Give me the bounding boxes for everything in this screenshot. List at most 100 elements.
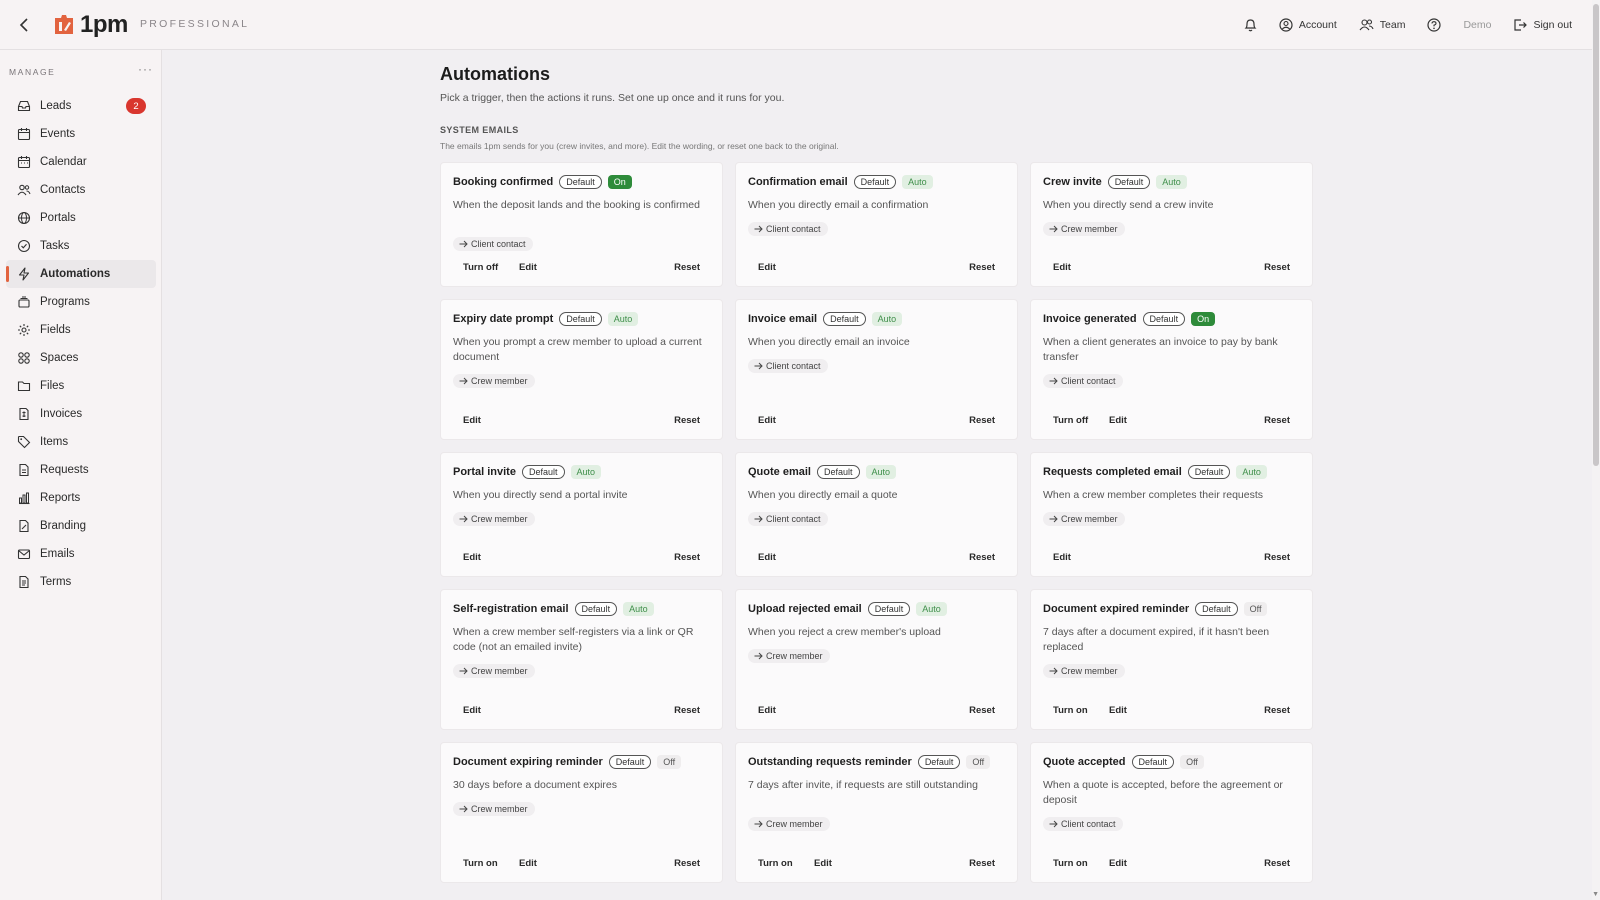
default-badge: Default — [559, 175, 602, 189]
section-subtitle: The emails 1pm sends for you (crew invit… — [440, 141, 839, 151]
sidebar-item-terms[interactable]: Terms — [6, 568, 156, 596]
card-header: Invoice email Default Auto — [748, 312, 903, 326]
card-actions: Turn on Edit Reset — [736, 858, 1017, 872]
edit-button[interactable]: Edit — [463, 415, 481, 426]
sidebar-item-items[interactable]: Items — [6, 428, 156, 456]
turn-off-button[interactable]: Turn off — [1053, 415, 1089, 426]
sidebar-item-calendar[interactable]: Calendar — [6, 148, 156, 176]
sidebar-item-files[interactable]: Files — [6, 372, 156, 400]
card-actions: Edit Reset — [1031, 262, 1312, 276]
card-header: Quote email Default Auto — [748, 465, 897, 479]
reset-button[interactable]: Reset — [674, 262, 700, 273]
recipient-label: Client contact — [1061, 376, 1116, 386]
card-description: When you directly email a confirmation — [748, 199, 929, 211]
sidebar-item-fields[interactable]: Fields — [6, 316, 156, 344]
reset-button[interactable]: Reset — [674, 415, 700, 426]
back-button[interactable] — [14, 14, 36, 36]
card-actions: Edit Reset — [1031, 552, 1312, 566]
edit-button[interactable]: Edit — [1109, 858, 1127, 869]
reset-button[interactable]: Reset — [1264, 262, 1290, 273]
recipient-chip: Client contact — [748, 359, 828, 373]
sidebar-item-spaces[interactable]: Spaces — [6, 344, 156, 372]
bell-icon — [1244, 19, 1257, 32]
status-badge: Auto — [916, 602, 947, 616]
sidebar-item-invoices[interactable]: Invoices — [6, 400, 156, 428]
reset-button[interactable]: Reset — [674, 858, 700, 869]
card-header: Portal invite Default Auto — [453, 465, 602, 479]
status-badge: Off — [1180, 755, 1204, 769]
recipient-chip: Crew member — [453, 374, 535, 388]
sidebar-item-reports[interactable]: Reports — [6, 484, 156, 512]
sidebar-item-portals[interactable]: Portals — [6, 204, 156, 232]
reset-button[interactable]: Reset — [969, 415, 995, 426]
reset-button[interactable]: Reset — [674, 705, 700, 716]
help-button[interactable] — [1427, 18, 1442, 32]
sidebar-item-emails[interactable]: Emails — [6, 540, 156, 568]
logo[interactable]: 1pm — [52, 11, 128, 39]
edit-button[interactable]: Edit — [758, 415, 776, 426]
edit-button[interactable]: Edit — [814, 858, 832, 869]
scrollbar[interactable]: ▼ — [1592, 0, 1600, 900]
recipient-label: Crew member — [1061, 224, 1118, 234]
sidebar-item-requests[interactable]: Requests — [6, 456, 156, 484]
edit-button[interactable]: Edit — [758, 705, 776, 716]
reset-button[interactable]: Reset — [969, 262, 995, 273]
turn-off-button[interactable]: Turn off — [463, 262, 499, 273]
automation-card: Invoice generated Default On When a client … — [1030, 299, 1313, 440]
edit-button[interactable]: Edit — [758, 262, 776, 273]
calendar-icon — [17, 127, 31, 141]
account-button[interactable]: Account — [1279, 18, 1337, 32]
sidebar-item-events[interactable]: Events — [6, 120, 156, 148]
recipient-chip: Crew member — [1043, 664, 1125, 678]
sidebar-item-label: Fields — [40, 324, 71, 336]
more-icon[interactable]: ··· — [138, 62, 153, 76]
leads-count-badge: 2 — [126, 98, 146, 114]
scrollbar-thumb[interactable] — [1593, 4, 1599, 466]
reset-button[interactable]: Reset — [969, 552, 995, 563]
turn-on-button[interactable]: Turn on — [1053, 705, 1088, 716]
turn-on-button[interactable]: Turn on — [1053, 858, 1088, 869]
demo-button[interactable]: Demo — [1463, 19, 1491, 31]
sidebar-item-branding[interactable]: Branding — [6, 512, 156, 540]
default-badge: Default — [823, 312, 866, 326]
recipient-label: Client contact — [1061, 819, 1116, 829]
sign-out-button[interactable]: Sign out — [1513, 18, 1572, 32]
default-badge: Default — [816, 465, 860, 479]
sidebar-item-contacts[interactable]: Contacts — [6, 176, 156, 204]
reset-button[interactable]: Reset — [1264, 858, 1290, 869]
recipient-chip: Crew member — [748, 817, 830, 831]
reset-button[interactable]: Reset — [1264, 705, 1290, 716]
scroll-down-icon[interactable]: ▼ — [1592, 891, 1599, 898]
recipient-chip: Client contact — [453, 237, 533, 251]
reset-button[interactable]: Reset — [1264, 552, 1290, 563]
edit-button[interactable]: Edit — [463, 552, 481, 563]
sidebar-item-label: Programs — [40, 296, 90, 308]
edit-button[interactable]: Edit — [1053, 262, 1071, 273]
turn-on-button[interactable]: Turn on — [463, 858, 498, 869]
sidebar-item-label: Contacts — [40, 184, 86, 196]
sidebar-item-programs[interactable]: Programs — [6, 288, 156, 316]
edit-button[interactable]: Edit — [758, 552, 776, 563]
edit-button[interactable]: Edit — [463, 705, 481, 716]
edit-button[interactable]: Edit — [1109, 705, 1127, 716]
notifications-button[interactable] — [1244, 18, 1257, 32]
sidebar-item-tasks[interactable]: Tasks — [6, 232, 156, 260]
sidebar-item-automations[interactable]: Automations — [6, 260, 156, 288]
edit-button[interactable]: Edit — [1109, 415, 1127, 426]
reset-button[interactable]: Reset — [969, 858, 995, 869]
card-description: When you prompt a crew member to upload … — [453, 336, 702, 363]
edit-button[interactable]: Edit — [519, 858, 537, 869]
sidebar-item-label: Portals — [40, 212, 76, 224]
reset-button[interactable]: Reset — [674, 552, 700, 563]
edit-button[interactable]: Edit — [519, 262, 537, 273]
team-button[interactable]: Team — [1359, 18, 1405, 32]
sidebar-item-leads[interactable]: Leads 2 — [6, 92, 156, 120]
arrow-right-icon — [754, 515, 763, 523]
card-description: 7 days after a document expired, if it h… — [1043, 626, 1270, 653]
reset-button[interactable]: Reset — [969, 705, 995, 716]
edit-button[interactable]: Edit — [1053, 552, 1071, 563]
turn-on-button[interactable]: Turn on — [758, 858, 793, 869]
reset-button[interactable]: Reset — [1264, 415, 1290, 426]
default-badge: Default — [917, 755, 961, 769]
card-title: Booking confirmed — [453, 176, 554, 188]
